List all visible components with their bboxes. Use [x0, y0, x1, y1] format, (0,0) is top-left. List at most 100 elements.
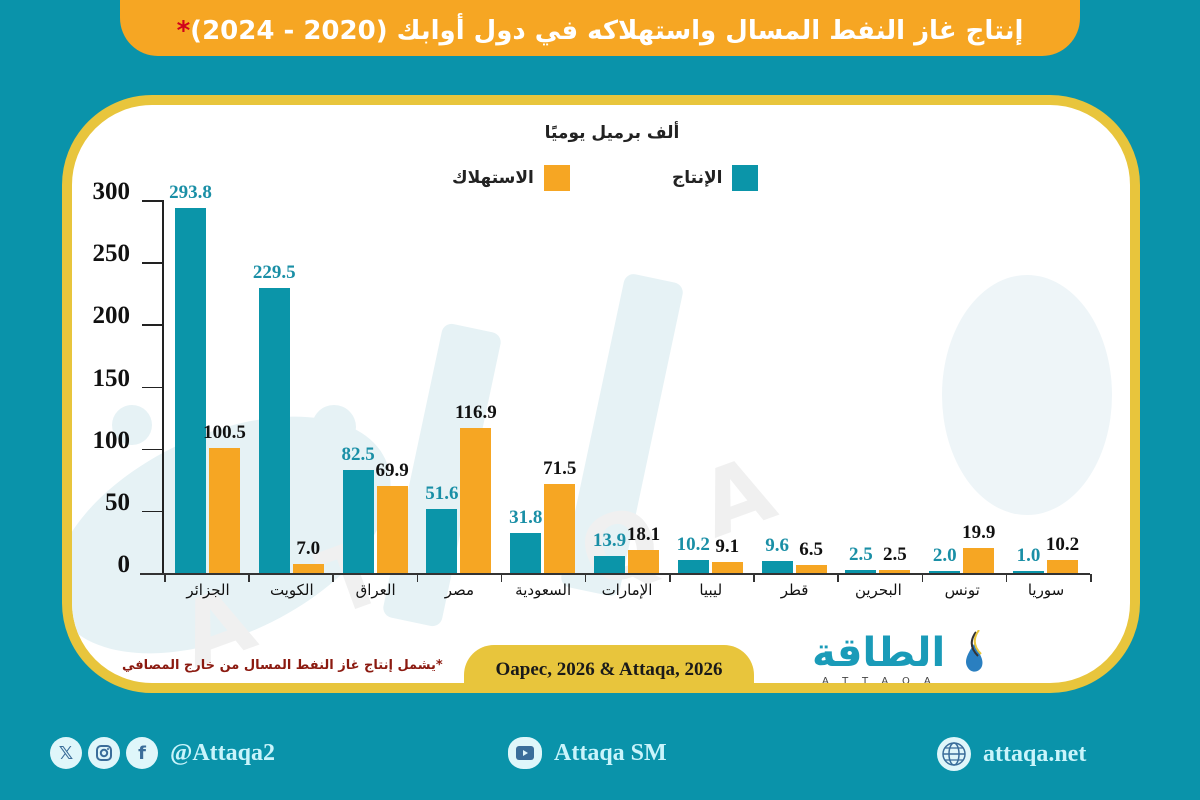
bar-production [342, 470, 374, 573]
bar-production [677, 560, 709, 573]
bar-value-consumption: 116.9 [455, 401, 497, 423]
y-axis-unit-label: ألف برميل يوميًا [544, 123, 680, 143]
y-tick-label: 250 [92, 240, 131, 268]
bar-value-production: 82.5 [341, 444, 375, 466]
x-category-label: الجزائر [186, 581, 230, 599]
attaqa-logo: الطاقة ATTAQA [812, 630, 983, 687]
x-tick-mark [1005, 574, 1008, 582]
bar-value-consumption: 19.9 [962, 522, 996, 544]
watermark-shape [312, 405, 356, 449]
bar-production [929, 570, 961, 573]
x-tick-mark [500, 574, 503, 582]
bar-chart: 0 50 100 150 200 250 300 293.8 100.5 الجزائر 229.5… [72, 105, 1130, 683]
x-tick-mark [921, 574, 924, 582]
bar-value-production: 31.8 [509, 507, 543, 529]
watermark-shape [942, 275, 1112, 515]
bar-value-production: 10.2 [676, 534, 710, 556]
y-tick-label: 0 [117, 551, 131, 578]
bar-consumption [544, 484, 576, 573]
y-tick-label: 150 [92, 364, 131, 392]
bar-production [258, 287, 290, 573]
footnote: *يشمل إنتاج غاز النفط المسال من خارج الم… [122, 658, 443, 673]
legend-label-consumption: الاستهلاك [452, 168, 534, 188]
chart-legend: الإنتاج الاستهلاك [452, 165, 759, 195]
bar-value-production: 2.5 [849, 543, 873, 565]
bar-consumption [711, 561, 743, 573]
page-title: إنتاج غاز النفط المسال واستهلاكه في دول … [176, 16, 1024, 46]
source-banner: Oapec, 2026 & Attaqa, 2026 [464, 645, 754, 683]
source-text: Oapec, 2026 & Attaqa, 2026 [495, 659, 723, 680]
globe-icon[interactable] [937, 737, 971, 771]
bar-value-consumption: 6.5 [799, 538, 823, 560]
legend-swatch-production [732, 165, 759, 191]
footer: 𝕏 f @Attaqa2 Attaqa SM attaqa.net [0, 720, 1200, 790]
bar-consumption [209, 448, 240, 573]
bar-value-consumption: 2.5 [883, 543, 907, 565]
x-category-label: العراق [355, 581, 396, 599]
legend-swatch-consumption [543, 165, 570, 191]
bar-value-consumption: 7.0 [296, 538, 321, 560]
bar-value-consumption: 69.9 [375, 460, 409, 482]
bar-production [761, 561, 793, 573]
x-category-label: ليبيا [699, 581, 723, 599]
bar-consumption [879, 569, 911, 573]
legend-item-production: الإنتاج [672, 165, 759, 191]
bar-value-production: 13.9 [592, 529, 627, 551]
instagram-icon[interactable] [88, 737, 120, 769]
bar-production [426, 508, 458, 573]
y-tick-mark [142, 386, 164, 388]
x-category-label: السعودية [515, 581, 572, 599]
bar-production [594, 555, 625, 573]
bar-consumption [376, 486, 408, 573]
x-icon[interactable]: 𝕏 [50, 737, 82, 769]
x-tick-mark [753, 574, 755, 582]
logo-drop-icon [966, 630, 983, 672]
legend-item-consumption: الاستهلاك [452, 165, 570, 191]
x-tick-mark [416, 574, 419, 582]
legend-label-production: الإنتاج [672, 168, 723, 188]
x-tick-mark [584, 574, 587, 582]
bar-consumption [795, 564, 827, 573]
y-tick-mark [142, 324, 164, 326]
bar-consumption [292, 564, 324, 573]
y-tick-mark [142, 510, 164, 513]
title-banner: إنتاج غاز النفط المسال واستهلاكه في دول … [120, 0, 1080, 56]
bar-value-production: 229.5 [252, 261, 296, 283]
youtube-icon[interactable] [508, 737, 542, 769]
y-tick-mark [142, 200, 164, 202]
social-links: 𝕏 f @Attaqa2 [50, 737, 275, 769]
bar-production [845, 569, 877, 573]
x-category-label: سوريا [1027, 581, 1065, 599]
bar-value-production: 9.6 [765, 535, 789, 557]
x-category-label: الكويت [269, 581, 314, 599]
x-tick-mark [248, 574, 250, 582]
youtube-channel[interactable]: Attaqa SM [554, 739, 667, 766]
bar-consumption [460, 427, 492, 573]
y-tick-label: 200 [92, 302, 131, 330]
bar-production [175, 207, 206, 573]
bar-production [1013, 571, 1044, 573]
y-tick-label: 300 [92, 178, 131, 205]
bar-value-consumption: 18.1 [626, 524, 661, 546]
x-tick-mark [669, 574, 671, 582]
social-handle[interactable]: @Attaqa2 [170, 739, 275, 766]
logo-arabic-text: الطاقة [812, 630, 946, 676]
y-tick-label: 50 [105, 488, 130, 516]
website-url[interactable]: attaqa.net [983, 740, 1087, 767]
bar-consumption [963, 548, 995, 573]
facebook-icon[interactable]: f [126, 737, 158, 769]
logo-latin-text: ATTAQA [822, 676, 945, 687]
x-tick-mark [837, 574, 839, 582]
bar-consumption [1047, 560, 1078, 573]
x-tick-mark [332, 574, 334, 582]
website-link: attaqa.net [937, 737, 1086, 771]
x-axis-line [140, 573, 1090, 575]
bar-consumption [628, 550, 659, 573]
bar-value-consumption: 100.5 [203, 422, 246, 444]
bar-production [510, 533, 542, 573]
bar-value-production: 293.8 [169, 181, 212, 203]
youtube-link: Attaqa SM [508, 737, 667, 769]
x-category-label: تونس [944, 581, 980, 599]
watermark-shape [112, 405, 152, 445]
x-category-label: البحرين [854, 581, 902, 599]
